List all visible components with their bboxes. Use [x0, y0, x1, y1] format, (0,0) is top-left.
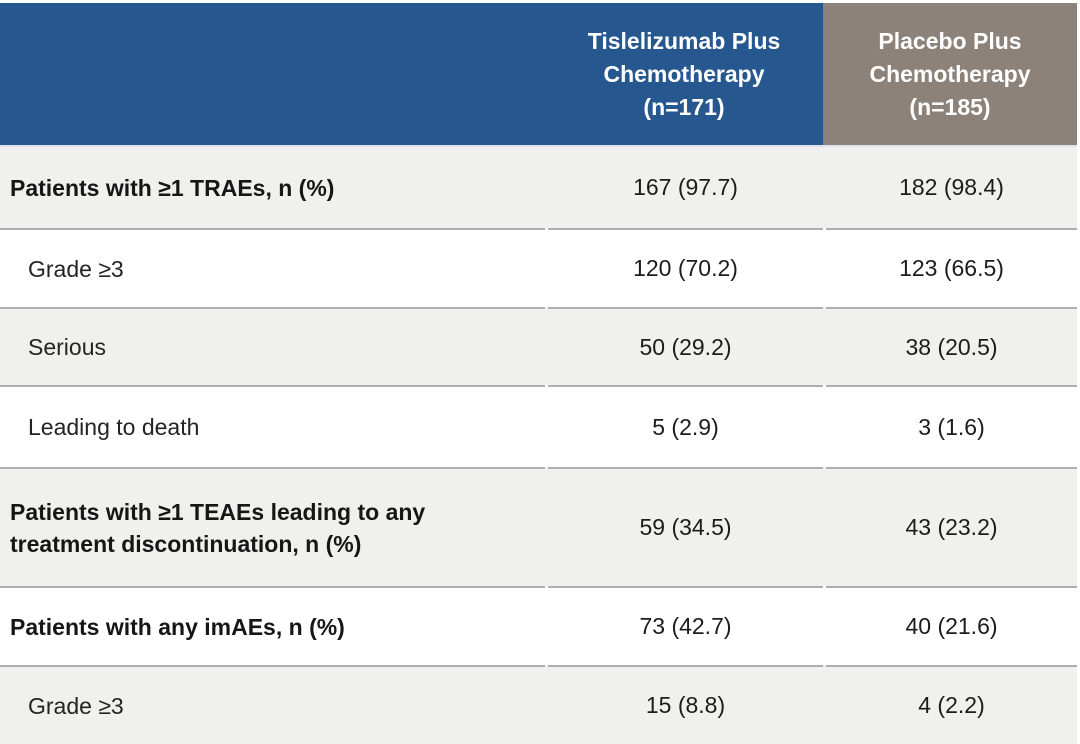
row-label: Patients with ≥1 TRAEs, n (%) [10, 174, 335, 201]
row-label: Grade ≥3 [0, 665, 545, 744]
row-label: Patients with ≥1 TEAEs leading to any tr… [0, 467, 545, 586]
value-tislelizumab: 50 (29.2) [548, 307, 823, 385]
value-placebo: 38 (20.5) [826, 307, 1077, 385]
value-tislelizumab: 120 (70.2) [548, 228, 823, 307]
table-row: Leading to death 5 (2.9) 3 (1.6) [0, 385, 1077, 467]
table-row: Patients with ≥1 TRAEs, n (%) 167 (97.7)… [0, 147, 1077, 228]
header-line: (n=185) [909, 93, 991, 120]
value-placebo: 43 (23.2) [826, 467, 1077, 586]
table-row: Patients with any imAEs, n (%) 73 (42.7)… [0, 586, 1077, 665]
value-placebo: 40 (21.6) [826, 586, 1077, 665]
value-tislelizumab: 59 (34.5) [548, 467, 823, 586]
header-line: Tislelizumab Plus [587, 27, 781, 54]
table-header-row: Tislelizumab Plus Chemotherapy (n=171) P… [0, 3, 1077, 147]
column-header-tislelizumab: Tislelizumab Plus Chemotherapy (n=171) [545, 3, 823, 145]
header-line: (n=171) [643, 93, 725, 120]
table-row: Grade ≥3 120 (70.2) 123 (66.5) [0, 228, 1077, 307]
table-row: Patients with ≥1 TEAEs leading to any tr… [0, 467, 1077, 586]
column-header-placebo: Placebo Plus Chemotherapy (n=185) [823, 3, 1077, 145]
table-row: Serious 50 (29.2) 38 (20.5) [0, 307, 1077, 385]
header-line: Placebo Plus [878, 27, 1022, 54]
value-placebo: 3 (1.6) [826, 385, 1077, 467]
value-placebo: 4 (2.2) [826, 665, 1077, 744]
value-tislelizumab: 15 (8.8) [548, 665, 823, 744]
table-row: Grade ≥3 15 (8.8) 4 (2.2) [0, 665, 1077, 744]
header-line: Chemotherapy [869, 60, 1031, 87]
value-tislelizumab: 167 (97.7) [633, 174, 738, 200]
value-placebo: 123 (66.5) [826, 228, 1077, 307]
row-label: Patients with any imAEs, n (%) [0, 586, 545, 665]
row-label: Grade ≥3 [0, 228, 545, 307]
header-line: Chemotherapy [603, 60, 765, 87]
row-label: Serious [0, 307, 545, 385]
header-empty-cell [0, 3, 545, 145]
value-placebo: 182 (98.4) [899, 174, 1004, 200]
adverse-events-table: Tislelizumab Plus Chemotherapy (n=171) P… [0, 3, 1077, 744]
value-tislelizumab: 73 (42.7) [548, 586, 823, 665]
row-label: Leading to death [0, 385, 545, 467]
value-tislelizumab: 5 (2.9) [548, 385, 823, 467]
